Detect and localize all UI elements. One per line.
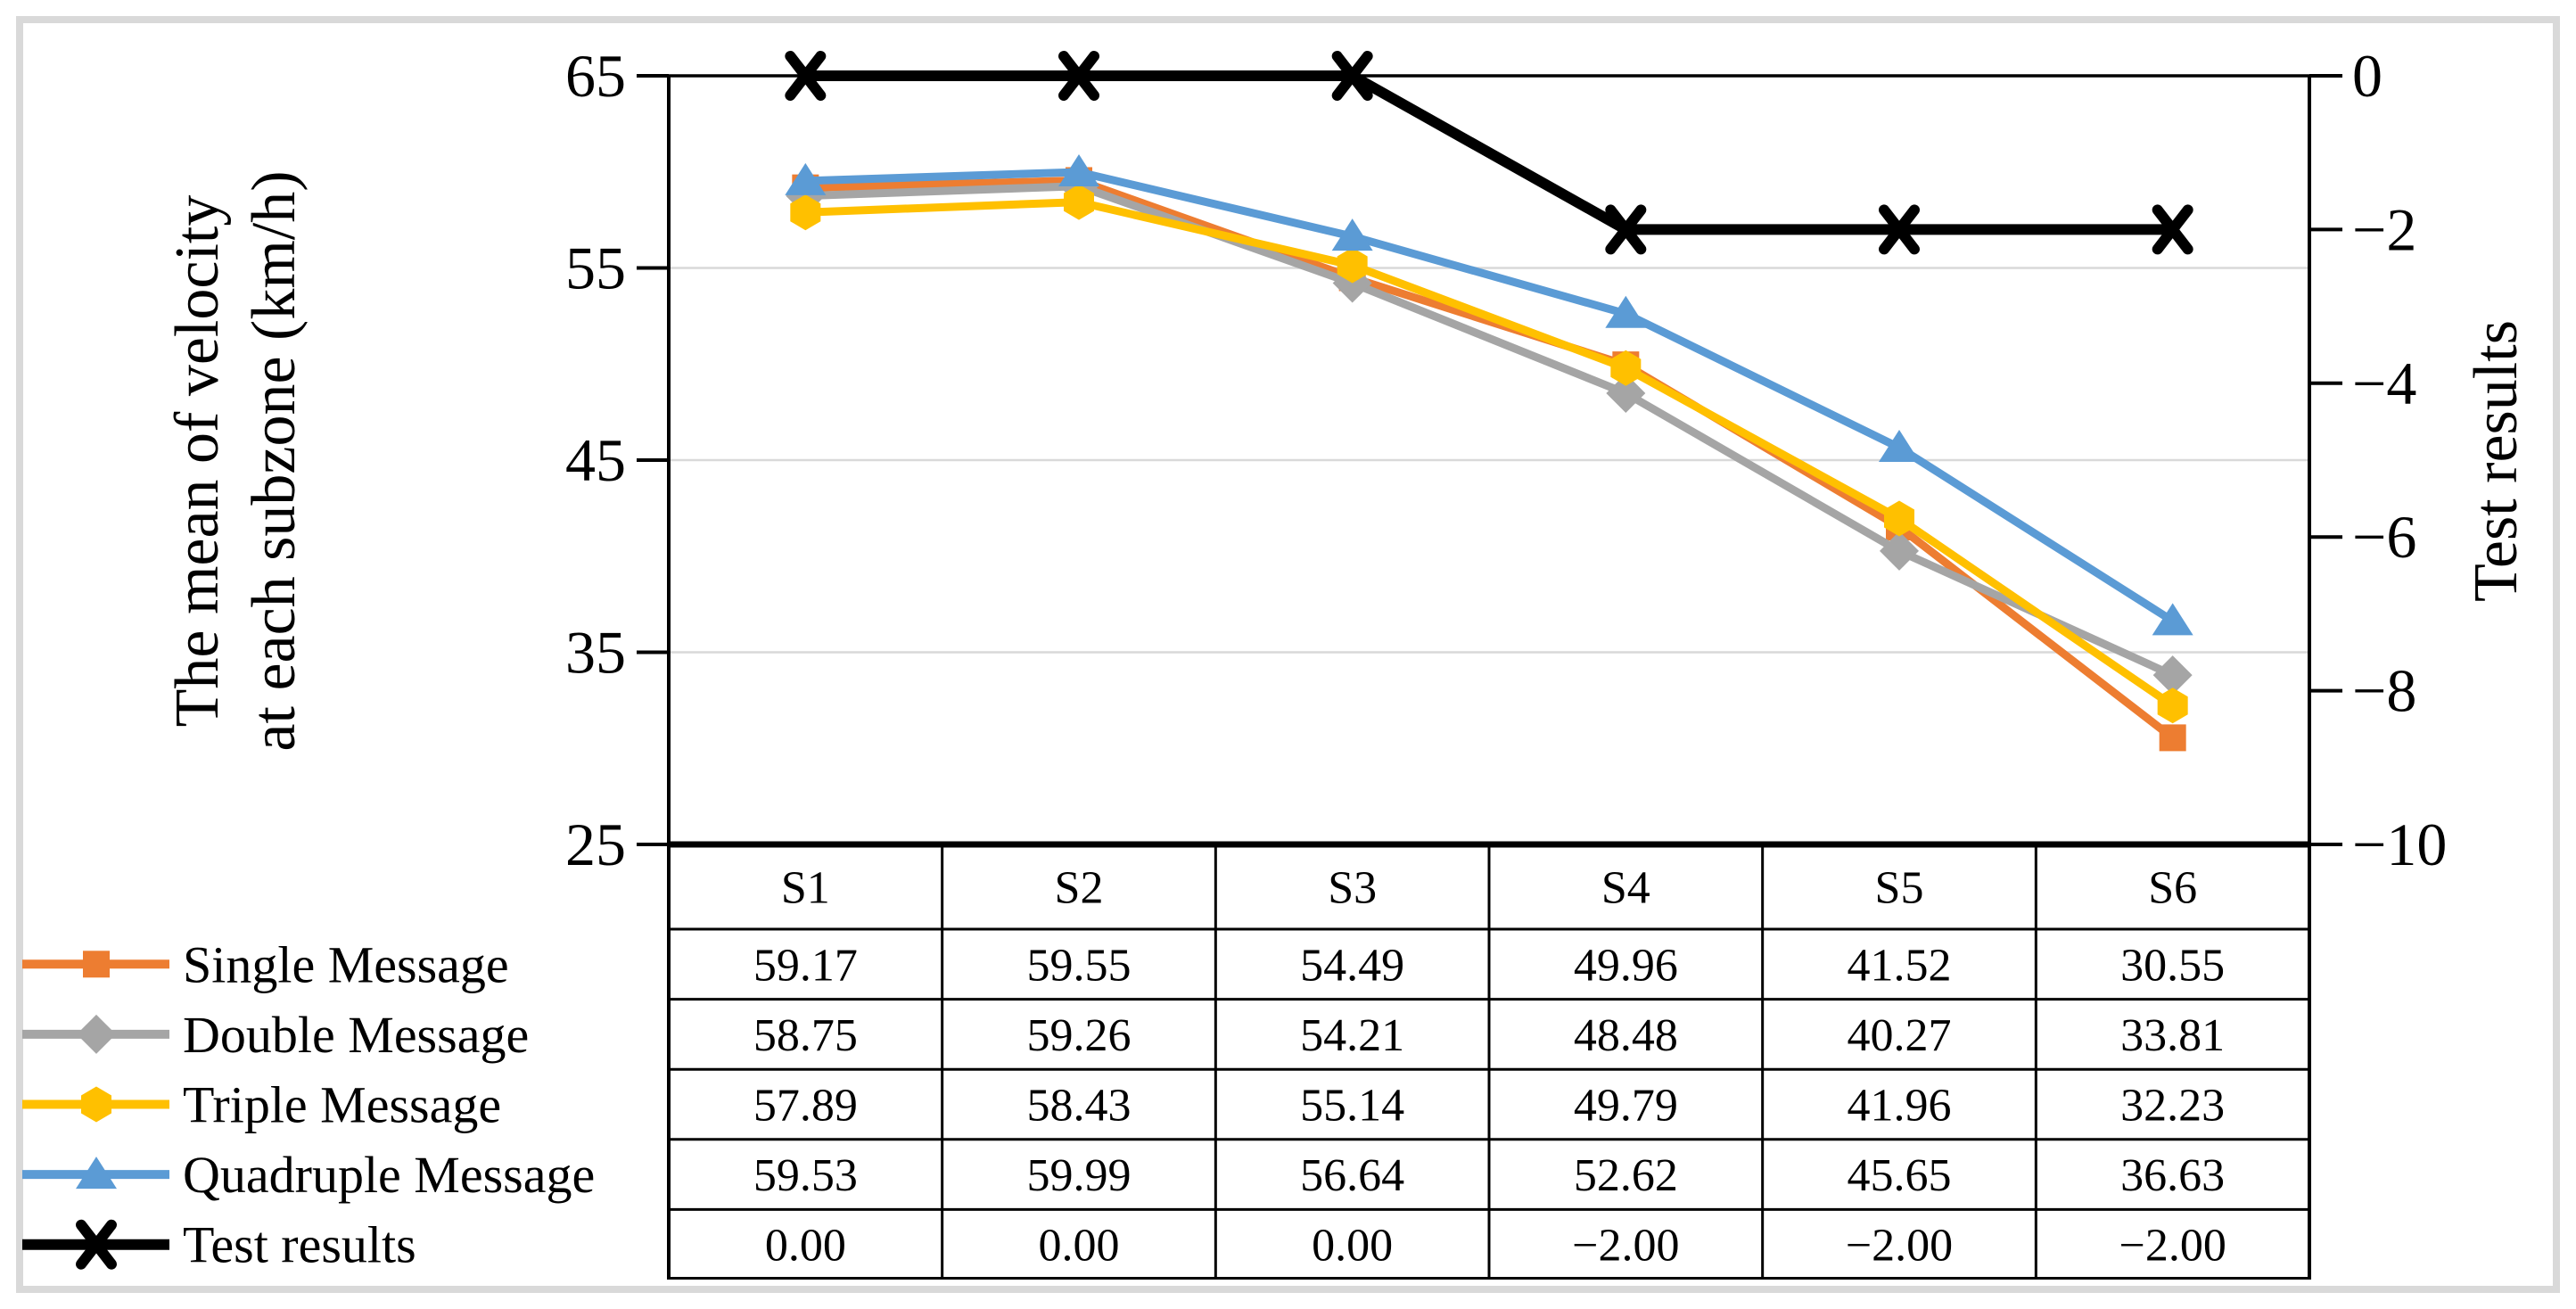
- legend-marker-quadruple-message: [76, 1157, 117, 1190]
- marker-double-message-s6: [2152, 655, 2193, 696]
- marker-triple-message-s3: [1337, 247, 1368, 284]
- marker-triple-message-s4: [1610, 350, 1642, 386]
- marker-triple-message-s6: [2157, 687, 2188, 724]
- legend-marker-single-message: [83, 951, 110, 978]
- table-cell-single-message-s4: 49.96: [1574, 940, 1678, 991]
- table-cell-test-results-s1: 0.00: [765, 1221, 846, 1272]
- marker-quadruple-message-s3: [1331, 218, 1373, 251]
- series-line-quadruple-message: [805, 168, 2176, 625]
- legend-marker-triple-message: [81, 1086, 111, 1123]
- table-cell-triple-message-s5: 41.96: [1848, 1081, 1952, 1132]
- table-cell-double-message-s2: 59.26: [1027, 1010, 1132, 1061]
- table-cell-test-results-s6: −2.00: [2119, 1221, 2226, 1272]
- marker-double-message-s4: [1606, 374, 1646, 414]
- series-line-triple-message: [805, 198, 2176, 709]
- table-cell-double-message-s1: 58.75: [753, 1010, 858, 1061]
- table-cell-double-message-s5: 40.27: [1848, 1010, 1952, 1061]
- table-header-s5: S5: [1875, 863, 1924, 914]
- right-axis-label--8: −8: [2352, 657, 2416, 725]
- table-cell-test-results-s3: 0.00: [1312, 1221, 1393, 1272]
- table-cell-double-message-s3: 54.21: [1300, 1010, 1404, 1061]
- table-cell-double-message-s4: 48.48: [1574, 1010, 1678, 1061]
- legend-label-test-results: Test results: [183, 1216, 416, 1274]
- marker-single-message-s6: [2159, 724, 2186, 752]
- right-axis-label--6: −6: [2352, 503, 2416, 571]
- marker-test-results-s5: [1879, 204, 1920, 255]
- table-cell-triple-message-s4: 49.79: [1574, 1081, 1678, 1132]
- table-cell-double-message-s6: 33.81: [2120, 1010, 2225, 1061]
- table-header-s6: S6: [2148, 863, 2197, 914]
- left-axis-label-55: 55: [565, 235, 626, 302]
- table-cell-triple-message-s2: 58.43: [1027, 1081, 1132, 1132]
- marker-quadruple-message-s2: [1058, 153, 1099, 186]
- table-cell-triple-message-s3: 55.14: [1300, 1081, 1404, 1132]
- table-cell-single-message-s3: 54.49: [1300, 940, 1404, 991]
- table-cell-quadruple-message-s3: 56.64: [1300, 1150, 1404, 1201]
- marker-double-message-s5: [1880, 531, 1919, 571]
- table-header-s1: S1: [781, 863, 830, 914]
- marker-quadruple-message-s6: [2152, 603, 2193, 636]
- table-cell-single-message-s1: 59.17: [753, 940, 858, 991]
- table-cell-single-message-s6: 30.55: [2120, 940, 2225, 991]
- marker-test-results-s3: [1331, 51, 1373, 101]
- left-axis-label-65: 65: [565, 42, 626, 110]
- table-cell-test-results-s5: −2.00: [1846, 1221, 1953, 1272]
- marker-quadruple-message-s4: [1605, 295, 1647, 328]
- marker-triple-message-s1: [790, 194, 821, 231]
- table-cell-quadruple-message-s6: 36.63: [2120, 1150, 2225, 1201]
- table-cell-triple-message-s1: 57.89: [753, 1081, 858, 1132]
- table-cell-triple-message-s6: 32.23: [2120, 1081, 2225, 1132]
- series-line-double-message: [805, 182, 2175, 679]
- left-axis-label-45: 45: [565, 426, 626, 494]
- marker-test-results-s1: [785, 51, 827, 101]
- table-cell-quadruple-message-s2: 59.99: [1027, 1150, 1132, 1201]
- marker-quadruple-message-s1: [785, 162, 827, 195]
- marker-test-results-s2: [1058, 51, 1099, 101]
- table-cell-quadruple-message-s4: 52.62: [1574, 1150, 1678, 1201]
- legend-label-double-message: Double Message: [183, 1006, 529, 1064]
- right-axis-label--10: −10: [2352, 811, 2447, 878]
- legend-label-quadruple-message: Quadruple Message: [183, 1146, 595, 1204]
- legend-label-single-message: Single Message: [183, 935, 509, 993]
- table-header-s3: S3: [1328, 863, 1377, 914]
- table-header-s2: S2: [1055, 863, 1104, 914]
- series-line-test-results: [805, 70, 2173, 235]
- legend-marker-test-results: [76, 1219, 117, 1270]
- marker-test-results-s4: [1605, 204, 1647, 255]
- table-cell-single-message-s2: 59.55: [1027, 940, 1132, 991]
- right-axis-label-0: 0: [2352, 42, 2383, 110]
- marker-quadruple-message-s5: [1879, 429, 1920, 462]
- right-axis-label--2: −2: [2352, 195, 2416, 263]
- right-axis-label--4: −4: [2352, 350, 2416, 417]
- legend-label-triple-message: Triple Message: [183, 1076, 501, 1134]
- table-cell-test-results-s4: −2.00: [1572, 1221, 1679, 1272]
- series-line-single-message: [805, 176, 2176, 741]
- figure-border: [16, 16, 2560, 1293]
- table-cell-quadruple-message-s5: 45.65: [1848, 1150, 1952, 1201]
- marker-triple-message-s5: [1884, 500, 1914, 537]
- table-cell-single-message-s5: 41.52: [1848, 940, 1952, 991]
- legend-marker-double-message: [77, 1014, 116, 1054]
- left-axis-label-25: 25: [565, 811, 626, 878]
- table-cell-test-results-s2: 0.00: [1039, 1221, 1120, 1272]
- left-axis-label-35: 35: [565, 619, 626, 687]
- table-cell-quadruple-message-s1: 59.53: [753, 1150, 858, 1201]
- marker-triple-message-s2: [1064, 184, 1094, 220]
- table-header-s4: S4: [1601, 863, 1650, 914]
- marker-test-results-s6: [2152, 204, 2193, 255]
